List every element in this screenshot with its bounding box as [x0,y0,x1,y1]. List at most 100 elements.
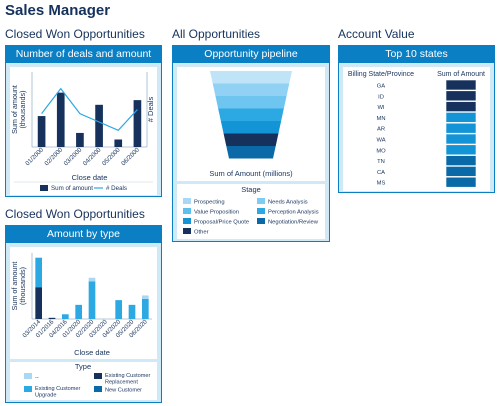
legend-label: Proposal/Price Quote [194,220,249,226]
value-cell [445,166,477,177]
row-label: CA [377,170,385,176]
funnel-segment [223,133,279,146]
type-legend: Type -- Existing Customer Replacement Existi… [10,362,157,400]
legend-swatch [183,228,191,234]
section-title-closed-won-1: Closed Won Opportunities [5,27,145,41]
legend-swatch [183,208,191,214]
value-cell [445,79,477,91]
y-axis-title-unit: (thousands) [18,267,27,305]
card-opportunity-pipeline[interactable]: Opportunity pipeline Sum of Amount (mill… [172,45,330,242]
legend-swatch [24,373,32,379]
x-tick-label: 04/2000 [82,146,103,167]
bar [37,116,46,147]
bar [133,100,142,147]
bar-segment [88,281,96,319]
x-axis-title: Close date [72,173,108,182]
x-tick-label: 03/2000 [63,146,84,167]
pipeline-legend: Stage Prospecting Needs Analysis Value Prop… [177,184,325,239]
section-title-closed-won-2: Closed Won Opportunities [5,207,145,221]
legend-label: Existing Customer [105,373,151,379]
row-label: GA [377,84,386,90]
y-axis-title: Sum of amount [10,85,19,134]
row-label: WA [376,138,385,144]
bar-segment [75,304,82,319]
card-header: Top 10 states [339,46,494,63]
value-cell [445,176,477,188]
funnel-segment [220,121,282,134]
legend-label: New Customer [105,388,142,394]
bar-segment [35,287,42,319]
funnel-segment [215,96,287,109]
legend-title: Stage [241,185,261,194]
funnel-segment [210,71,292,84]
chart-amount-by-type: 03/2014 01/2016 04/2016 01/2020 02/2020 03/20… [10,247,157,359]
legend-label: Other [194,230,209,236]
legend-swatch [24,386,32,392]
value-cell [445,90,477,102]
row-label: MS [377,181,386,187]
chart-deals-amount-svg: 01/200002/200003/200004/200005/200006/20… [10,72,155,192]
legend-label: -- [35,375,39,381]
legend-swatch [257,208,265,214]
funnel-segment [226,146,276,159]
card-deals-amount[interactable]: Number of deals and amount 01/2000 02/200… [5,45,162,197]
deals-line [41,87,138,132]
bar [95,104,103,147]
value-cell [445,133,477,145]
bar-segment [142,295,149,299]
row-label: MN [376,116,385,122]
bar-segment [35,257,42,288]
card-amount-by-type[interactable]: Amount by type 03/2014 01/2016 04/2016 01/2… [5,225,162,403]
legend-label: Existing Customer [35,386,81,392]
x-tick-label: 05/2000 [101,146,122,167]
card-header: Opportunity pipeline [173,46,329,63]
legend-label: Value Proposition [194,210,239,216]
value-cell [445,122,477,134]
legend-label: Sum of amount [51,185,93,192]
bar [56,92,65,147]
column-header: Billing State/Province [348,71,414,78]
legend-swatch [94,386,102,392]
bar-segment [142,298,149,319]
legend-label-cont: Upgrade [35,393,56,399]
x-axis-title: Close date [74,348,110,357]
legend-swatch [257,218,265,224]
chart-top-states-svg: Billing State/Province Sum of Amount GA ID W… [348,71,485,188]
chart-deals-amount: 01/2000 02/2000 03/2000 04/2000 05/2000 06/20… [10,67,157,195]
bar-segment [48,317,56,319]
section-title-account-value: Account Value [338,27,415,41]
column-header: Sum of Amount [437,71,485,78]
legend-swatch [257,198,265,204]
row-label: MO [376,148,386,154]
legend-swatch [94,373,102,379]
card-header: Amount by type [6,226,161,243]
value-cell [445,101,477,112]
value-cell [445,144,477,156]
value-cell [445,112,477,123]
page-title: Sales Manager [5,2,111,19]
legend-label: # Deals [106,185,127,192]
legend-title: Type [75,362,91,371]
row-label: WI [377,105,384,111]
x-tick-label: 01/2000 [24,146,45,167]
card-top-states[interactable]: Top 10 states Billing State/Province Sum … [338,45,495,193]
legend-swatch-bar [40,185,48,191]
card-header: Number of deals and amount [6,46,161,63]
value-cell [445,155,477,166]
chart-amount-by-type-svg: 03/201401/201604/201601/202002/202003/20… [10,253,152,357]
y-axis-title-unit: (thousands) [18,91,27,129]
chart-pipeline-svg: Sum of Amount (millions) [209,71,293,178]
y2-axis-title: # Deals [146,97,155,123]
x-tick-label: 02/2000 [43,146,64,167]
row-label: AR [377,127,385,133]
legend-label: Needs Analysis [268,200,308,206]
chart-top-states: Billing State/Province Sum of Amount GA ID W… [343,67,490,191]
bar [76,132,84,147]
bar [114,139,123,147]
type-legend-svg: Type-- Existing CustomerReplacementExisti… [24,362,151,399]
legend-label-cont: Replacement [105,380,138,386]
pipeline-legend-svg: Stage Prospecting Needs Analysis Value Prop… [183,185,319,236]
row-label: TN [377,159,385,165]
legend-swatch [183,198,191,204]
chart-pipeline: Sum of Amount (millions) [177,67,325,181]
